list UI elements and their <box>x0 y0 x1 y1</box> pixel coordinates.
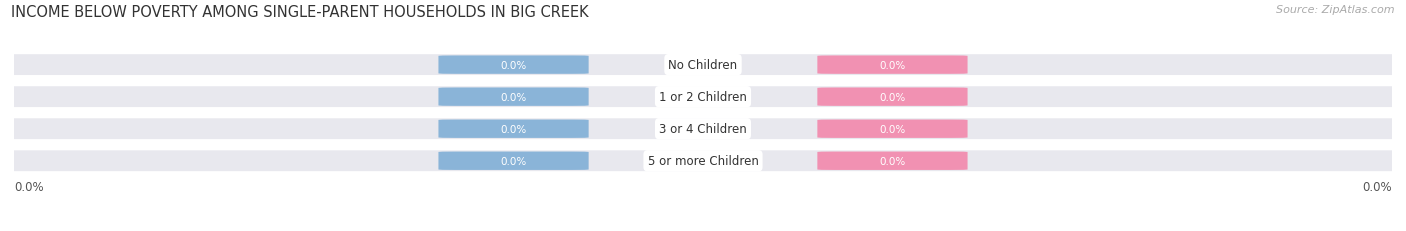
Text: 1 or 2 Children: 1 or 2 Children <box>659 91 747 104</box>
Text: 0.0%: 0.0% <box>501 124 527 134</box>
FancyBboxPatch shape <box>439 56 589 74</box>
Text: No Children: No Children <box>668 59 738 72</box>
FancyBboxPatch shape <box>817 120 967 138</box>
Text: 0.0%: 0.0% <box>879 60 905 70</box>
FancyBboxPatch shape <box>817 88 967 106</box>
FancyBboxPatch shape <box>0 119 1406 140</box>
FancyBboxPatch shape <box>0 151 1406 171</box>
FancyBboxPatch shape <box>0 87 1406 108</box>
Text: 0.0%: 0.0% <box>501 92 527 102</box>
FancyBboxPatch shape <box>439 152 589 170</box>
FancyBboxPatch shape <box>0 55 1406 76</box>
Text: 0.0%: 0.0% <box>1362 180 1392 193</box>
Text: 0.0%: 0.0% <box>501 156 527 166</box>
Text: 5 or more Children: 5 or more Children <box>648 155 758 167</box>
Text: 0.0%: 0.0% <box>14 180 44 193</box>
FancyBboxPatch shape <box>439 88 589 106</box>
FancyBboxPatch shape <box>817 152 967 170</box>
FancyBboxPatch shape <box>817 56 967 74</box>
Text: 0.0%: 0.0% <box>501 60 527 70</box>
Text: 3 or 4 Children: 3 or 4 Children <box>659 123 747 136</box>
FancyBboxPatch shape <box>439 120 589 138</box>
Text: 0.0%: 0.0% <box>879 156 905 166</box>
Text: INCOME BELOW POVERTY AMONG SINGLE-PARENT HOUSEHOLDS IN BIG CREEK: INCOME BELOW POVERTY AMONG SINGLE-PARENT… <box>11 5 589 20</box>
Text: Source: ZipAtlas.com: Source: ZipAtlas.com <box>1277 5 1395 15</box>
Text: 0.0%: 0.0% <box>879 124 905 134</box>
Text: 0.0%: 0.0% <box>879 92 905 102</box>
